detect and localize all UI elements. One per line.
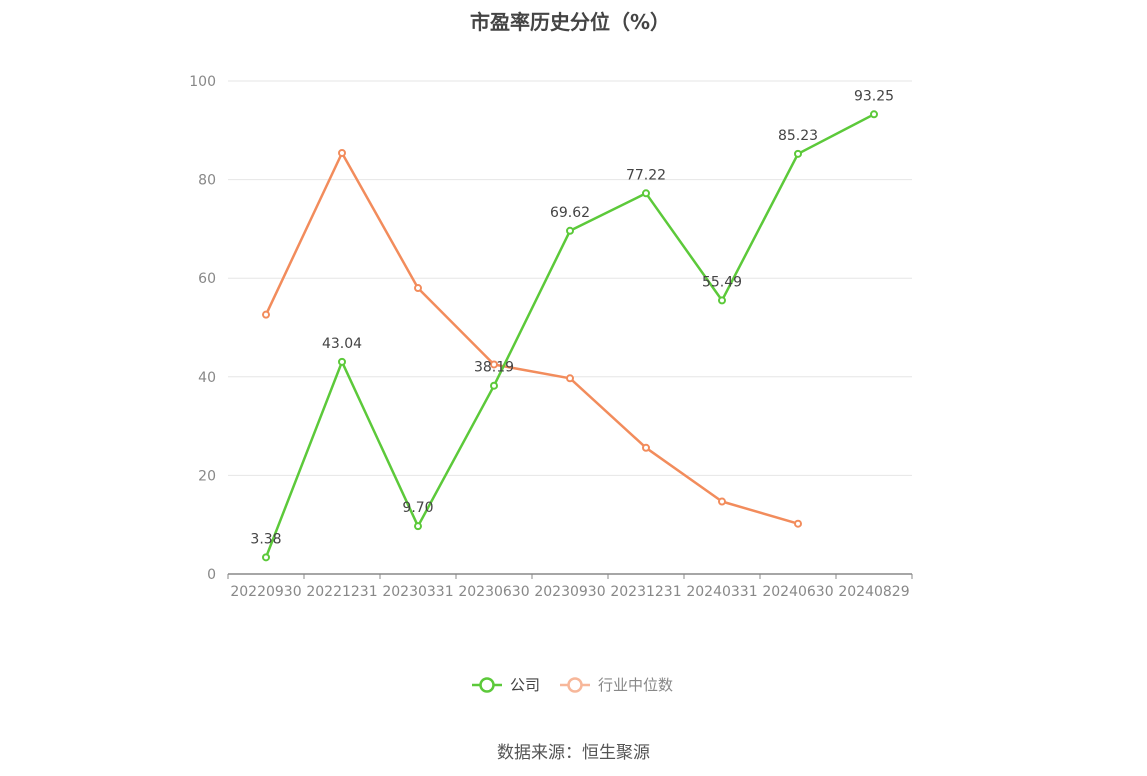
x-tick-label: 20240630 — [762, 584, 833, 600]
data-point — [566, 226, 574, 235]
data-point — [566, 374, 574, 383]
y-tick-label: 60 — [198, 271, 216, 287]
y-tick-label: 80 — [198, 173, 216, 189]
data-label: 93.25 — [854, 88, 894, 104]
data-point — [262, 310, 270, 319]
data-point — [642, 443, 650, 452]
data-label: 55.49 — [702, 274, 742, 290]
y-tick-label: 40 — [198, 370, 216, 386]
data-label: 43.04 — [322, 336, 362, 352]
series — [262, 110, 878, 562]
y-tick-label: 0 — [207, 567, 216, 583]
data-source: 数据来源：恒生聚源 — [497, 743, 650, 763]
x-tick-label: 20230630 — [458, 584, 529, 600]
y-tick-label: 100 — [189, 74, 216, 90]
data-label: 38.19 — [474, 360, 514, 376]
x-tick-label: 20230930 — [534, 584, 605, 600]
chart-title: 市盈率历史分位（%） — [469, 10, 671, 34]
legend-label: 公司 — [510, 676, 540, 694]
x-tick-label: 20221231 — [306, 584, 377, 600]
x-tick-label: 20240829 — [838, 584, 909, 600]
data-point — [870, 110, 878, 119]
data-point — [414, 522, 422, 531]
data-point — [414, 284, 422, 293]
legend-item-industry-median[interactable]: 行业中位数 — [560, 676, 673, 694]
data-label: 77.22 — [626, 167, 666, 183]
series-line-industry-median — [264, 151, 799, 525]
data-point — [338, 357, 346, 366]
legend-item-company[interactable]: 公司 — [472, 676, 540, 694]
x-tick-label: 20231231 — [610, 584, 681, 600]
data-point — [642, 189, 650, 198]
data-label: 9.70 — [402, 500, 433, 516]
data-labels: 3.38 43.04 9.70 38.19 69.62 77.22 55.49 85.23 93… — [250, 88, 894, 547]
legend-label: 行业中位数 — [598, 676, 673, 694]
legend-marker-icon — [567, 677, 583, 693]
x-tick-label: 20220930 — [230, 584, 301, 600]
x-tick-label: 20240331 — [686, 584, 757, 600]
data-label: 69.62 — [550, 205, 590, 221]
axes: 0 20 40 60 80 100 20220930 20221231 20230331 2023… — [189, 74, 913, 600]
data-point — [794, 519, 802, 528]
x-tick-label: 20230331 — [382, 584, 453, 600]
data-point — [718, 497, 726, 506]
data-point — [794, 149, 802, 158]
data-point — [262, 553, 270, 562]
data-point — [490, 360, 498, 369]
y-tick-label: 20 — [198, 468, 216, 484]
data-point — [490, 381, 498, 390]
data-label: 85.23 — [778, 128, 818, 144]
data-point — [718, 296, 726, 305]
data-point — [338, 148, 346, 157]
legend: 公司 行业中位数 — [472, 676, 673, 694]
legend-marker-icon — [479, 677, 495, 693]
data-label: 3.38 — [250, 531, 281, 547]
